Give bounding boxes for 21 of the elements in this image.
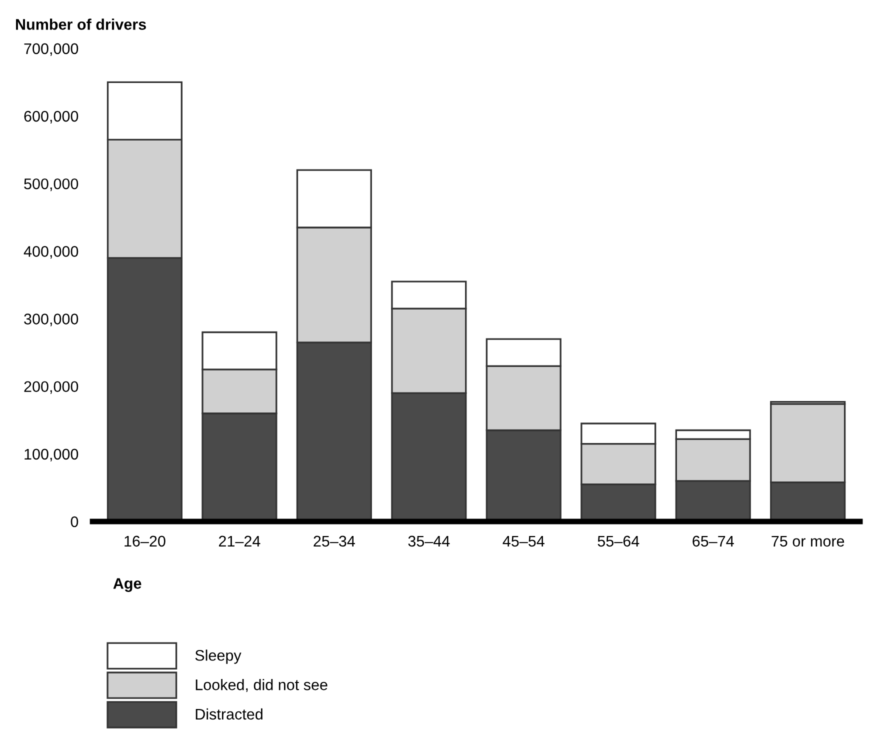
legend-label: Looked, did not see — [196, 678, 328, 692]
x-tick-label: 45–54 — [502, 536, 544, 547]
legend-label: Sleepy — [195, 650, 242, 664]
y-tick-label: 100,000 — [24, 448, 78, 462]
legend-label: Distracted — [196, 708, 262, 720]
x-tick-label: 65–74 — [692, 536, 734, 547]
x-tick-label: 16–20 — [124, 536, 166, 547]
y-axis-title: Number of drivers — [16, 18, 146, 30]
y-tick-label: 400,000 — [24, 246, 78, 259]
y-tick-label: 0 — [70, 516, 78, 528]
x-tick-label: 75 or more — [772, 536, 844, 547]
y-tick-label: 600,000 — [24, 110, 78, 124]
x-tick-label: 25–34 — [314, 536, 355, 547]
x-tick-label: 21–24 — [218, 536, 260, 546]
x-tick-label: 35–44 — [408, 536, 450, 547]
x-tick-label: 55–64 — [598, 536, 640, 547]
y-tick-label: 700,000 — [24, 43, 78, 56]
y-tick-label: 200,000 — [24, 381, 78, 394]
y-tick-label: 500,000 — [24, 178, 78, 192]
x-axis-title: Age — [113, 578, 142, 592]
y-tick-label: 300,000 — [24, 314, 78, 326]
